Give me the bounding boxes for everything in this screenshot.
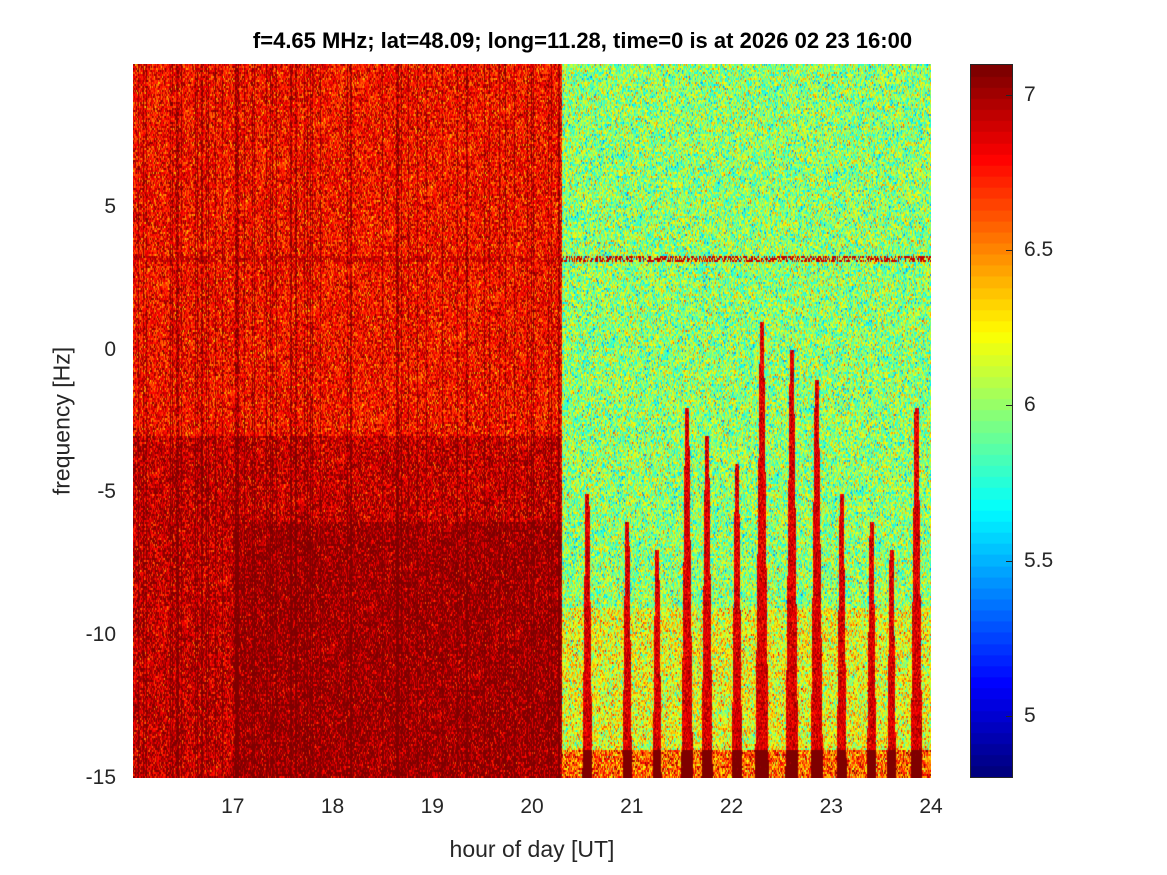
colorbar-tick-mark <box>1006 405 1013 407</box>
x-axis-label: hour of day [UT] <box>449 836 615 862</box>
y-tick-label: 0 <box>104 337 116 361</box>
colorbar-tick-label: 6.5 <box>1024 238 1054 262</box>
colorbar-tick-mark <box>1006 95 1013 97</box>
y-tick-label: -15 <box>85 766 116 789</box>
y-tick-label: 5 <box>104 194 116 218</box>
spectrogram-heatmap <box>133 64 931 778</box>
y-tick-label: -5 <box>97 480 116 504</box>
colorbar-tick-label: 5.5 <box>1024 548 1054 572</box>
x-tick-label: 22 <box>719 795 744 818</box>
x-tick-label: 17 <box>221 795 245 818</box>
colorbar-tick-label: 5 <box>1024 703 1036 727</box>
x-tick-label: 20 <box>520 795 544 818</box>
colorbar-tick-label: 6 <box>1024 393 1036 417</box>
x-tick-label: 23 <box>819 795 843 818</box>
colorbar-tick-mark <box>1006 560 1013 562</box>
x-tick-label: 19 <box>420 795 444 818</box>
x-tick-label: 21 <box>620 795 644 818</box>
chart-title: f=4.65 MHz; lat=48.09; long=11.28, time=… <box>252 28 913 53</box>
colorbar-tick-label: 7 <box>1024 83 1036 107</box>
y-tick-label: -10 <box>85 623 116 647</box>
colorbar <box>970 64 1013 778</box>
colorbar-tick-mark <box>1006 715 1013 717</box>
x-tick-label: 18 <box>320 795 345 818</box>
x-tick-label: 24 <box>919 795 943 818</box>
y-axis-label: frequency [Hz] <box>48 346 75 496</box>
colorbar-tick-mark <box>1006 250 1013 252</box>
